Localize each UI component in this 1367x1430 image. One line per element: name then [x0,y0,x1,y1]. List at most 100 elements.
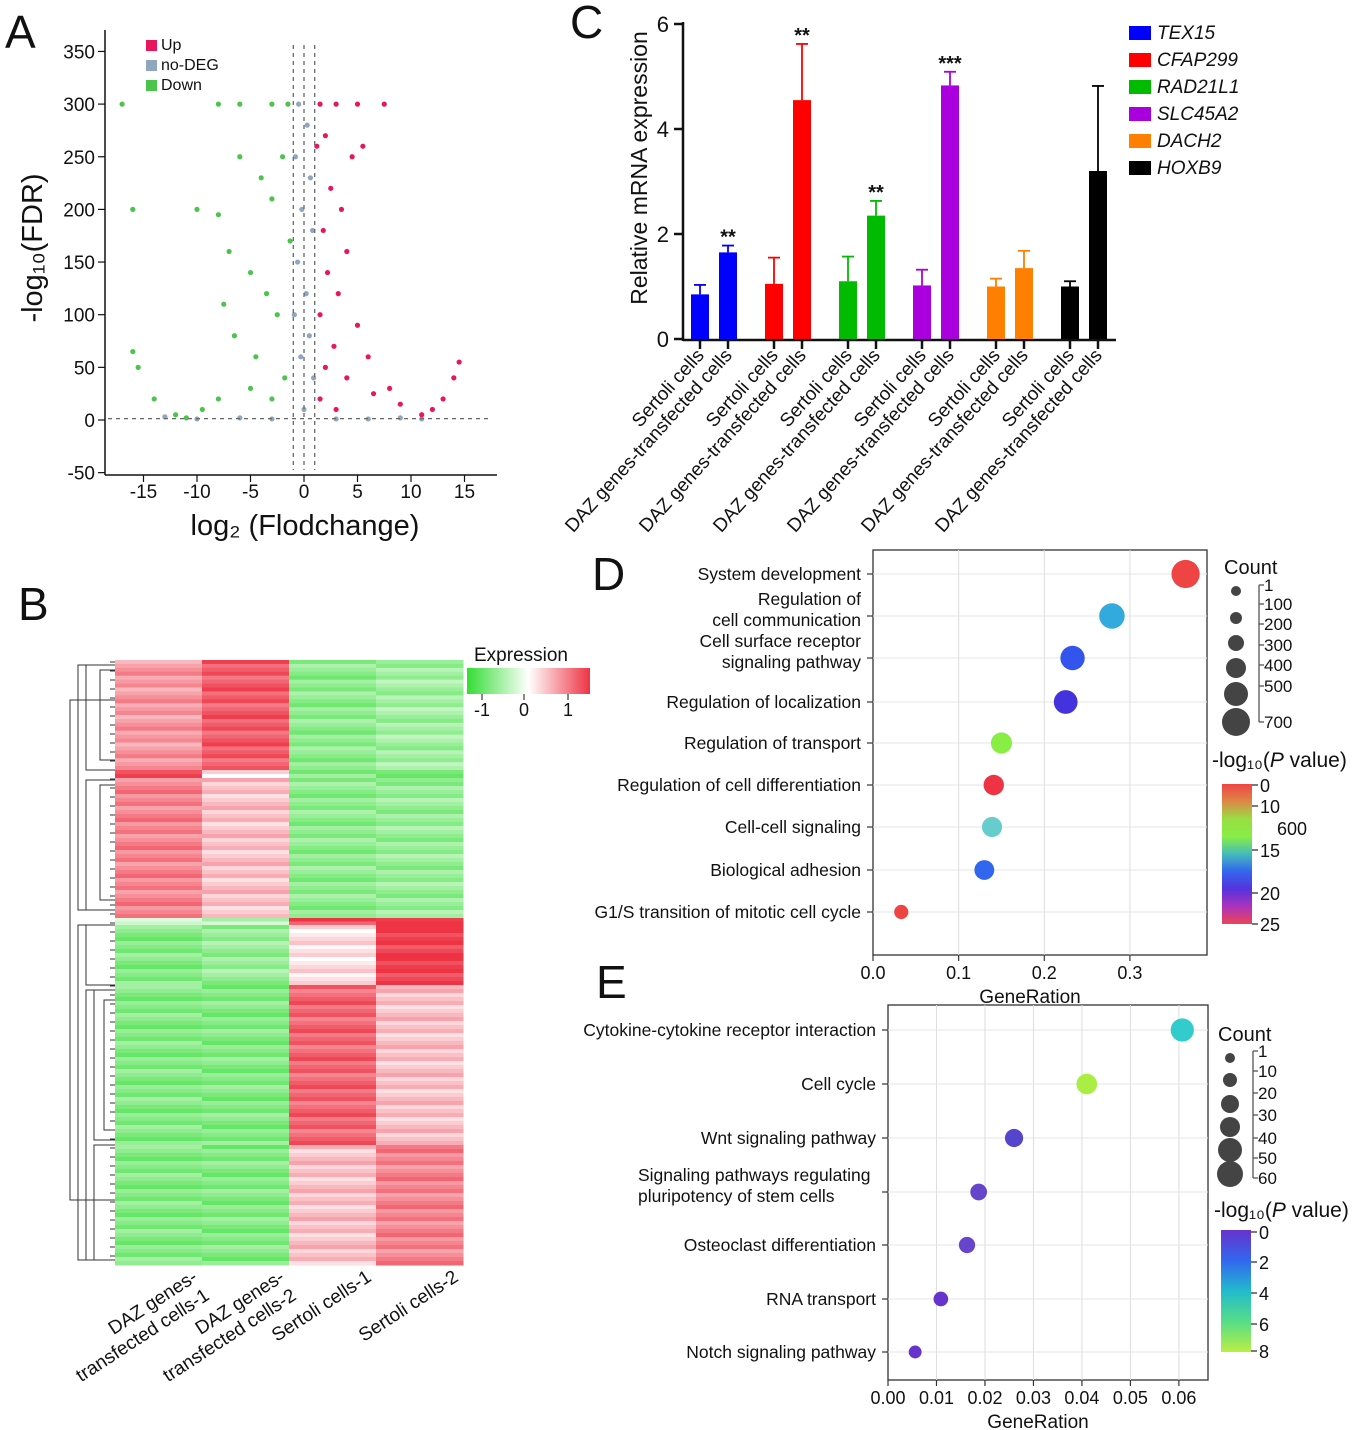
heatmap-cell [289,750,377,755]
color-legend-label: 2 [1259,1253,1269,1273]
color-legend-label: 0 [1260,776,1270,796]
data-point-up [360,143,366,149]
heatmap-cell [115,699,203,704]
heatmap-cell [289,1045,377,1050]
heatmap-cell [376,695,464,700]
heatmap-cell [202,1253,290,1258]
term-label: Cytokine-cytokine receptor interaction [583,1020,876,1040]
heatmap-cell [376,790,464,795]
heatmap-cell [115,953,203,958]
heatmap-cell [376,1133,464,1138]
heatmap-cell [376,1069,464,1074]
heatmap-cell [115,949,203,954]
heatmap-cell [289,957,377,962]
heatmap-cell [376,738,464,743]
heatmap-cell [289,1165,377,1170]
dendrogram-branch [85,924,115,986]
data-bubble [1099,603,1125,629]
heatmap-cell [289,902,377,907]
heatmap-cell [376,1177,464,1182]
heatmap-cell [376,1001,464,1006]
heatmap-cell [202,1101,290,1106]
heatmap-cell [202,1161,290,1166]
data-point-down [269,396,275,402]
data-point-up [381,101,387,107]
dendrogram-branch [99,784,115,901]
heatmap-cell [376,1049,464,1054]
heatmap-cell [202,1237,290,1242]
heatmap-cell [202,846,290,851]
heatmap-cell [376,1225,464,1230]
heatmap-cell [376,945,464,950]
heatmap-cell [115,906,203,911]
heatmap-cell [202,1025,290,1030]
size-legend-label: 1 [1264,576,1273,595]
size-legend-label: 1 [1258,1042,1267,1061]
term-label-line: Regulation of transport [684,733,861,753]
heatmap-cell [115,730,203,736]
data-point-up [335,291,341,297]
heatmap-cell [289,910,377,915]
heatmap-cell [115,1037,203,1042]
heatmap-cell [115,806,203,811]
heatmap-cell [202,1085,290,1090]
color-legend-label: 20 [1260,884,1280,904]
heatmap-cell [376,822,464,827]
heatmap-cell [289,695,377,700]
heatmap-cell [376,718,464,724]
data-point-up [322,133,328,139]
heatmap-cell [115,850,203,855]
heatmap-cell [115,1053,203,1058]
y-tick-label: 100 [63,306,95,327]
heatmap-cell [202,989,290,994]
size-legend-label: 20 [1258,1084,1277,1103]
heatmap-cell [202,862,290,867]
y-tick-label: 0 [84,411,95,432]
heatmap-cell [376,874,464,879]
data-point-up [397,401,403,407]
data-point-down [231,333,238,339]
heatmap-cell [376,778,464,783]
heatmap-cell [289,691,377,696]
data-point-down [237,101,243,107]
heatmap-cell [202,1169,290,1174]
heatmap-cell [202,1233,290,1238]
data-point-up [333,101,339,107]
heatmap-cell [202,1261,290,1266]
heatmap-cell [289,921,377,926]
heatmap-cell [376,1053,464,1058]
heatmap-cell [202,1249,290,1254]
term-label-line: signaling pathway [722,652,861,672]
heatmap-cell [202,1201,290,1206]
heatmap-cell [376,1237,464,1242]
heatmap-cell [202,993,290,998]
heatmap-cell [202,866,290,871]
heatmap-cell [289,1205,377,1210]
size-legend-circle [1217,1161,1243,1187]
heatmap-cell [202,894,290,899]
data-point-up [429,406,435,413]
heatmap-cell [115,1245,203,1250]
heatmap-cell [376,1253,464,1258]
heatmap-cell [202,687,290,692]
heatmap-cell [115,1149,203,1154]
heatmap-cell [376,1169,464,1174]
data-point-up [354,322,361,328]
heatmap-cell [202,1053,290,1058]
heatmap-cell [202,675,290,681]
plot-area [872,549,1208,956]
heatmap-cell [202,973,290,978]
significance-marker: *** [938,53,962,75]
data-point-down [199,406,205,413]
heatmap-cell [376,798,464,803]
heatmap-cell [289,1129,377,1134]
legend-swatch [1129,26,1151,40]
heatmap-cell [202,1029,290,1034]
heatmap-cell [115,1213,203,1218]
bar-rad21l1 [867,215,885,339]
color-legend-label: 8 [1259,1342,1269,1362]
data-point-down [269,196,275,202]
heatmap-cell [115,766,203,771]
heatmap-cell [289,854,377,859]
term-label-line: Cytokine-cytokine receptor interaction [583,1020,876,1040]
